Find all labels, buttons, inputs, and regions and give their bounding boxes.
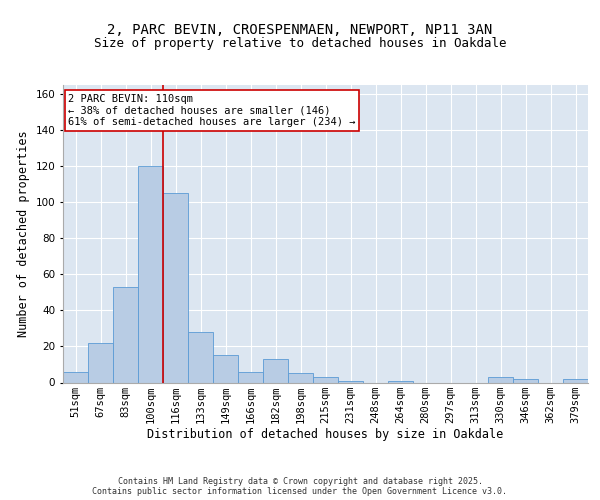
Bar xyxy=(138,166,163,382)
Bar xyxy=(263,359,288,382)
Text: 2 PARC BEVIN: 110sqm
← 38% of detached houses are smaller (146)
61% of semi-deta: 2 PARC BEVIN: 110sqm ← 38% of detached h… xyxy=(68,94,356,127)
Bar xyxy=(488,377,513,382)
Bar xyxy=(563,379,588,382)
Bar xyxy=(213,356,238,382)
Bar xyxy=(238,372,263,382)
Bar xyxy=(513,379,538,382)
X-axis label: Distribution of detached houses by size in Oakdale: Distribution of detached houses by size … xyxy=(148,428,503,442)
Bar xyxy=(388,380,413,382)
Bar xyxy=(63,372,88,382)
Text: Contains HM Land Registry data © Crown copyright and database right 2025.
Contai: Contains HM Land Registry data © Crown c… xyxy=(92,476,508,496)
Text: Size of property relative to detached houses in Oakdale: Size of property relative to detached ho… xyxy=(94,38,506,51)
Bar xyxy=(313,377,338,382)
Bar xyxy=(88,343,113,382)
Bar xyxy=(288,374,313,382)
Bar xyxy=(188,332,213,382)
Bar xyxy=(163,193,188,382)
Bar xyxy=(338,380,363,382)
Text: 2, PARC BEVIN, CROESPENMAEN, NEWPORT, NP11 3AN: 2, PARC BEVIN, CROESPENMAEN, NEWPORT, NP… xyxy=(107,22,493,36)
Y-axis label: Number of detached properties: Number of detached properties xyxy=(17,130,30,337)
Bar xyxy=(113,287,138,382)
